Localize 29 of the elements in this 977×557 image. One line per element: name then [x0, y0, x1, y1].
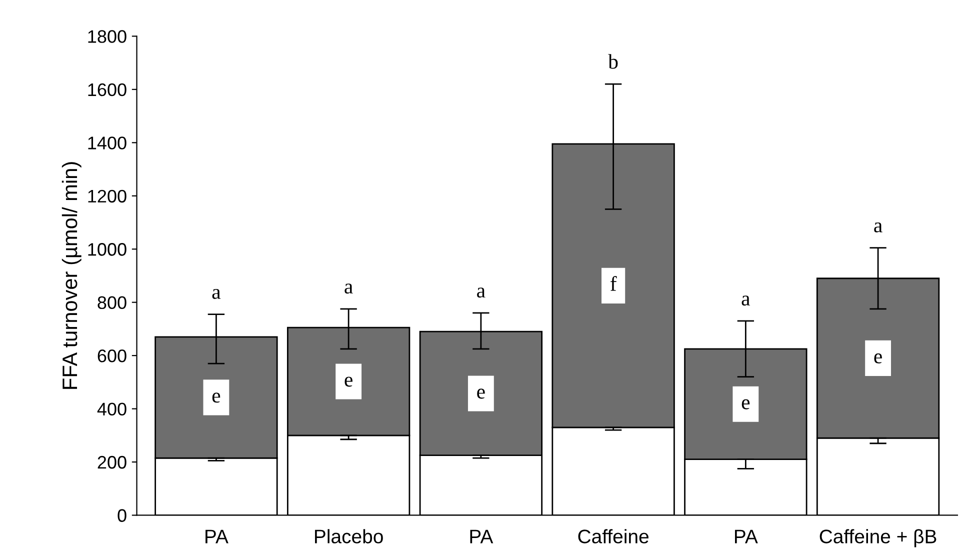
x-tick-label: PA: [735, 530, 758, 544]
data-label: e: [212, 392, 220, 403]
annotation: a: [742, 296, 750, 306]
y-axis-title: FFA turnover (µmol/ min): [62, 162, 82, 389]
y-tick-label: 800: [98, 296, 126, 310]
x-tick-label: Caffeine: [578, 529, 648, 544]
y-tick-label: 600: [98, 349, 126, 362]
data-label: f: [610, 276, 617, 291]
y-tick-label: 200: [98, 456, 126, 469]
data-label: e: [874, 353, 882, 364]
x-tick-label: PA: [206, 530, 228, 544]
y-tick-label: 1400: [88, 136, 126, 150]
annotation: a: [477, 288, 486, 298]
y-tick-label: 400: [97, 402, 126, 416]
y-tick-label: 1600: [88, 83, 126, 96]
data-label: e: [742, 399, 750, 410]
annotation: a: [212, 288, 221, 299]
x-tick-label: PA: [470, 530, 494, 544]
x-tick-label: Caffeine + βB: [820, 529, 936, 548]
y-tick-label: 0: [118, 509, 126, 522]
data-label: e: [477, 388, 485, 399]
annotation: a: [874, 222, 882, 232]
y-tick-label: 1000: [88, 243, 126, 256]
y-tick-label: 1200: [88, 190, 126, 203]
annotation: a: [344, 284, 353, 294]
data-label: e: [344, 376, 352, 387]
x-tick-label: Placebo: [315, 529, 383, 544]
annotation: b: [608, 54, 618, 69]
y-tick-label: 1800: [88, 30, 126, 43]
